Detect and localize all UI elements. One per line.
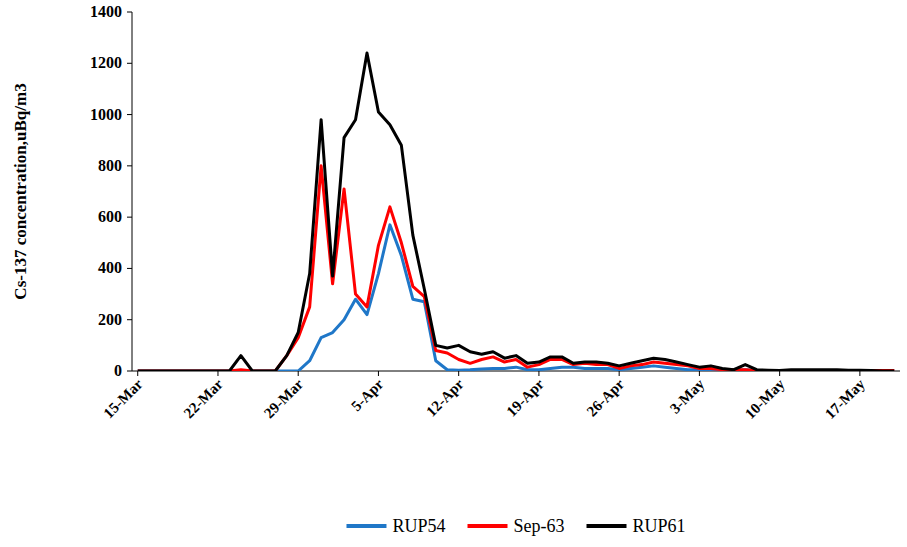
y-tick [127,12,132,13]
y-tick [127,165,132,166]
background [0,0,907,547]
x-tick [859,371,860,376]
x-tick-label: 5-Apr [348,376,387,415]
y-tick [127,63,132,64]
x-tick-label: 19-Apr [503,376,547,420]
y-tick [127,114,132,115]
chart: 0 200 400 600 800 1000 1200 1400 15-Mar 22-Mar 29-… [0,0,907,547]
y-tick-label: 1200 [90,54,122,71]
x-tick [378,371,379,376]
y-tick-label: 800 [98,157,122,174]
legend-swatch [346,524,386,528]
x-tick [298,371,299,376]
y-axis-title: Cs-137 concentration,uBq/m3 [11,83,30,299]
legend-label: RUP61 [633,516,686,536]
x-tick [699,371,700,376]
y-tick-label: 0 [114,362,122,379]
x-tick [137,371,138,376]
y-tick-label: 1000 [90,106,122,123]
x-tick-label: 12-Apr [423,376,467,420]
legend-item: RUP54 [346,516,445,536]
x-tick-label: 10-May [742,375,788,421]
x-tick-label: 15-Mar [100,376,146,422]
x-tick [619,371,620,376]
y-tick-label: 600 [98,208,122,225]
plot-area [138,53,895,371]
x-tick-label: 26-Apr [584,376,628,420]
x-tick [779,371,780,376]
legend: RUP54 Sep-63 RUP61 [346,516,685,536]
y-tick-label: 400 [98,259,122,276]
x-tick-label: 29-Mar [261,376,307,422]
y-tick [127,268,132,269]
legend-swatch [468,524,508,528]
legend-item: RUP61 [587,516,686,536]
y-tick [127,371,132,372]
x-tick [458,371,459,376]
legend-label: Sep-63 [514,516,565,536]
y-axis [132,12,133,371]
x-tick [538,371,539,376]
series-line [138,53,895,371]
legend-label: RUP54 [392,516,445,536]
y-tick [127,319,132,320]
x-tick-label: 22-Mar [181,376,227,422]
y-tick-label: 200 [98,311,122,328]
legend-swatch [587,524,627,528]
y-tick [127,217,132,218]
series-line [138,225,895,371]
series-line [138,166,895,371]
x-tick-label: 17-May [822,375,868,421]
legend-item: Sep-63 [468,516,565,536]
y-tick-label: 1400 [90,3,122,20]
x-tick-label: 3-May [667,375,708,416]
x-tick [217,371,218,376]
